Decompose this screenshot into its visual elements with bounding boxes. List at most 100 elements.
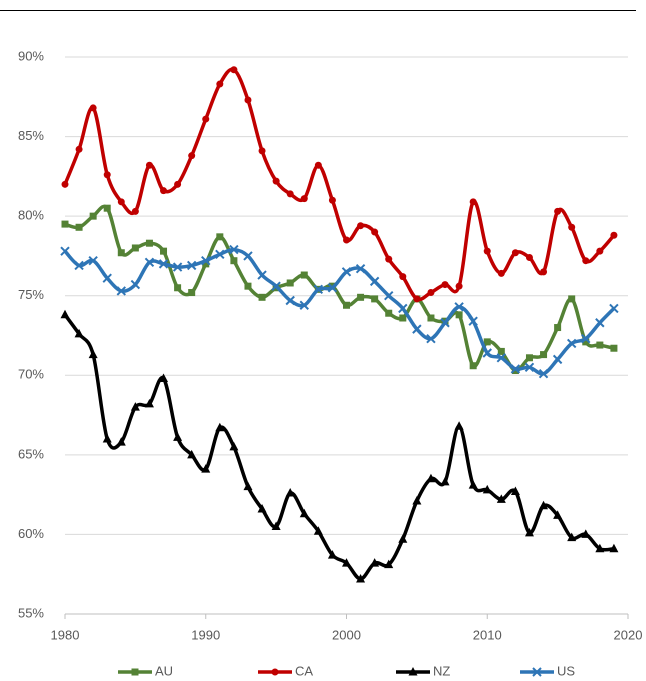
data-point [483,247,491,255]
data-point [258,293,266,301]
series-line [63,247,616,376]
data-point [427,289,435,297]
data-point [159,373,169,382]
data-point [426,473,436,483]
data-point [188,152,196,160]
data-point [355,263,366,274]
data-point [469,198,477,206]
data-point [510,364,521,374]
data-point [102,433,112,443]
data-point [524,362,535,373]
data-point [384,559,394,569]
x-tick-label: 2010 [473,627,502,642]
data-point [398,534,408,543]
data-point [357,222,365,230]
data-point [75,223,83,231]
data-point [130,402,140,411]
data-point [160,187,168,195]
data-point [61,180,69,188]
data-point [539,500,549,510]
data-point [102,273,112,283]
data-point [130,279,141,290]
data-point [538,368,549,379]
data-point [257,503,267,513]
data-point [596,247,604,255]
data-point [399,314,407,322]
data-point [285,295,295,306]
data-point [187,449,197,459]
data-point [497,269,505,277]
data-point [158,259,169,269]
data-point [145,161,153,169]
data-point [229,244,239,255]
data-point [384,291,394,301]
data-point [554,324,562,332]
data-point [568,295,576,303]
y-tick-label: 70% [18,367,44,382]
data-point [230,257,238,265]
data-point [343,301,350,309]
y-tick-label: 55% [18,605,44,620]
series-line [63,313,615,581]
legend-marker [532,667,542,677]
data-point [202,115,210,123]
legend-marker [131,668,139,676]
data-point [230,66,238,74]
data-point [496,494,506,503]
data-point [609,543,619,553]
data-point [244,282,252,290]
data-point [454,421,464,430]
data-point [413,295,421,303]
data-point [172,262,183,272]
data-point [385,255,393,263]
data-point [342,558,351,567]
data-point [300,271,308,279]
data-point [567,532,577,542]
data-point [595,318,605,328]
data-point [581,333,591,344]
data-point [540,351,548,359]
data-point [468,316,478,326]
data-point [88,349,98,359]
data-point [398,303,408,314]
data-point [540,268,548,276]
data-point [525,254,533,262]
data-point [497,347,505,355]
data-point [455,282,463,290]
data-point [482,484,492,494]
x-tick-label: 1990 [191,627,220,642]
data-point [186,260,197,271]
legend-label: US [557,663,575,678]
data-point [89,212,97,220]
data-point [285,488,295,497]
data-point [60,309,70,319]
data-point [243,251,253,261]
data-point [427,314,435,322]
data-point [426,333,436,344]
data-point [412,496,422,505]
y-tick-label: 65% [18,446,44,461]
x-tick-label: 2020 [614,627,643,642]
data-point [370,558,380,567]
data-point [229,441,239,451]
data-point [357,293,365,301]
legend-marker [408,667,418,676]
data-point [341,267,352,277]
data-point [243,481,253,491]
y-tick-label: 85% [18,128,44,143]
data-point [609,303,619,314]
data-point [257,270,267,280]
data-point [441,281,449,289]
data-point [131,244,139,252]
data-point [117,249,125,257]
data-point [272,177,280,185]
data-point [144,257,155,268]
legend-label: NZ [433,663,450,678]
data-point [131,207,139,215]
data-point [103,171,111,179]
data-point [455,311,463,319]
data-point [554,207,562,215]
x-tick-label: 1980 [51,627,80,642]
y-tick-label: 60% [18,526,44,541]
data-point [258,147,266,155]
